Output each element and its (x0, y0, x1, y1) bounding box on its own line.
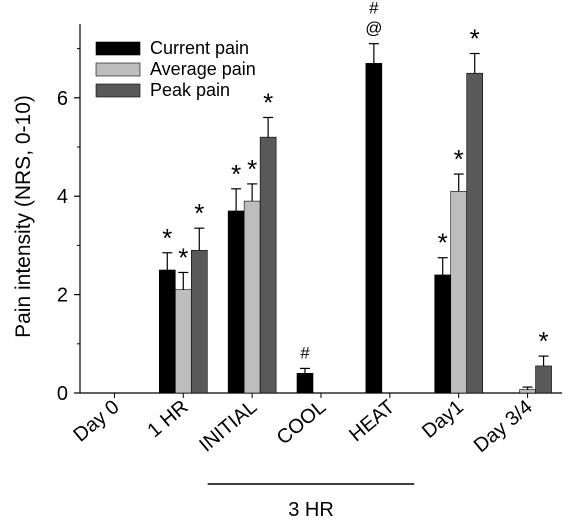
x-tick-label: 1 HR (143, 396, 192, 442)
bar (434, 274, 452, 394)
bar (450, 190, 468, 394)
significance-marker: # (369, 0, 379, 18)
legend-swatch (95, 62, 141, 77)
significance-marker: * (178, 242, 188, 272)
significance-marker: # (300, 343, 310, 362)
significance-marker: @ (365, 19, 382, 38)
significance-marker: * (438, 228, 448, 258)
bar (227, 210, 245, 394)
bar (535, 365, 552, 394)
significance-marker: * (454, 144, 464, 174)
legend-label: Peak pain (150, 80, 230, 100)
bar (174, 289, 192, 394)
significance-marker: * (194, 198, 204, 228)
bar (365, 63, 383, 394)
legend-swatch (95, 41, 141, 56)
x-tick-label: INITIAL (195, 396, 261, 456)
x-tick-label: Day 3/4 (470, 396, 537, 457)
x-tick-label: HEAT (345, 396, 399, 446)
bar (243, 200, 261, 394)
y-axis-label: Pain intensity (NRS, 0-10) (12, 95, 35, 338)
bar (466, 72, 484, 394)
y-tick-label: 4 (57, 186, 68, 208)
bar (296, 373, 314, 394)
x-tick-label: COOL (273, 396, 331, 449)
legend-label: Average pain (150, 59, 256, 79)
significance-marker: * (263, 87, 273, 117)
bar (519, 389, 536, 394)
bar (158, 269, 176, 394)
significance-marker: * (247, 154, 257, 184)
significance-marker: * (470, 24, 480, 54)
x-tick-label: Day 0 (69, 396, 123, 446)
significance-marker: * (162, 223, 172, 253)
y-tick-label: 6 (57, 88, 68, 110)
bar (190, 250, 208, 394)
bar (259, 136, 277, 394)
legend-label: Current pain (150, 38, 249, 58)
legend-swatch (95, 83, 141, 98)
significance-marker: * (539, 326, 549, 356)
significance-marker: * (231, 159, 241, 189)
group-label: 3 HR (288, 499, 334, 521)
x-tick-label: Day1 (418, 396, 468, 443)
y-tick-label: 0 (57, 383, 68, 405)
y-tick-label: 2 (57, 285, 68, 307)
